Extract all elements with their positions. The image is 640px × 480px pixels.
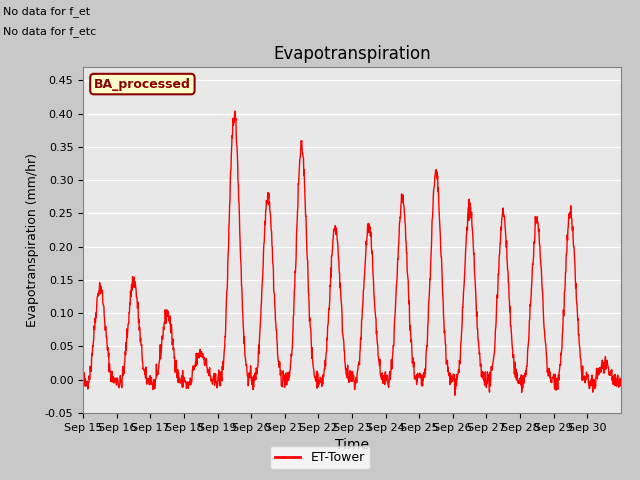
- Text: No data for f_etc: No data for f_etc: [3, 25, 97, 36]
- Legend: ET-Tower: ET-Tower: [270, 446, 370, 469]
- Y-axis label: Evapotranspiration (mm/hr): Evapotranspiration (mm/hr): [26, 153, 39, 327]
- Text: BA_processed: BA_processed: [94, 78, 191, 91]
- X-axis label: Time: Time: [335, 438, 369, 452]
- Text: No data for f_et: No data for f_et: [3, 6, 90, 17]
- Title: Evapotranspiration: Evapotranspiration: [273, 45, 431, 63]
